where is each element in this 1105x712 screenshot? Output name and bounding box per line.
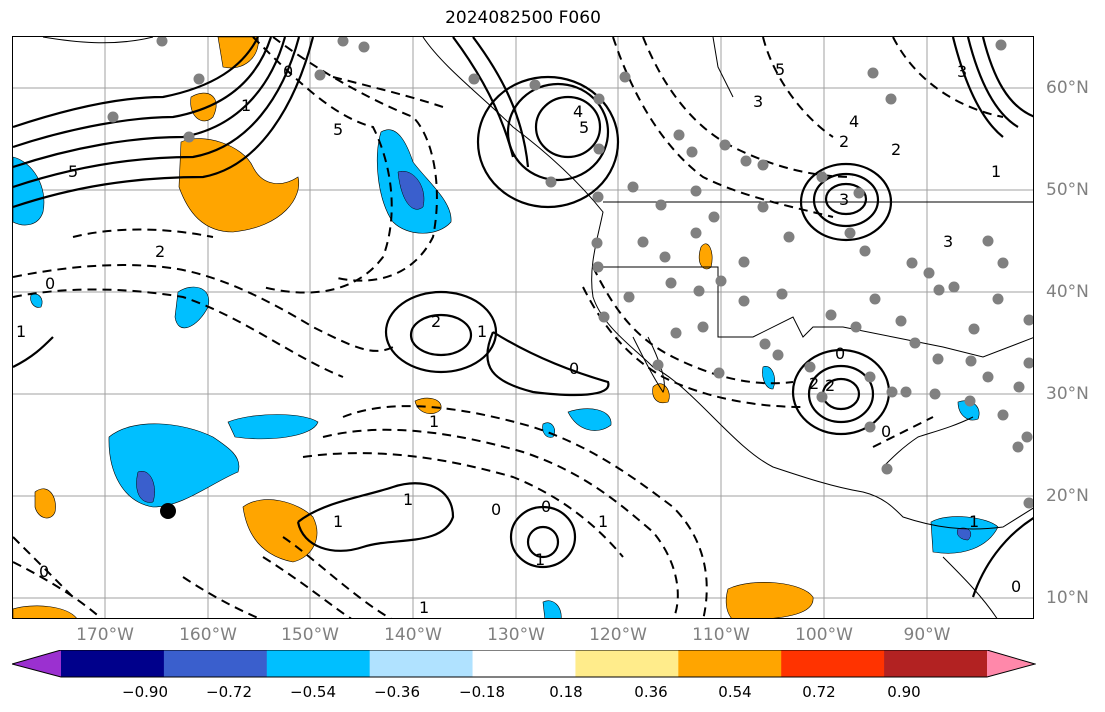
- lat-label: 20°N: [1046, 486, 1089, 506]
- contour-label: 1: [241, 96, 251, 115]
- lon-label: 90°W: [903, 625, 951, 645]
- dashed-contours: [13, 37, 1004, 618]
- contour-label: 5: [579, 118, 589, 137]
- station-dots: [107, 37, 1033, 509]
- graticule: [13, 37, 1033, 618]
- colorbar-tick: 0.54: [718, 683, 752, 701]
- colorbar-tick: 0.72: [802, 683, 836, 701]
- lon-label: 120°W: [589, 625, 647, 645]
- colorbar-segment: [163, 650, 268, 677]
- contour-label: 1: [16, 322, 26, 341]
- lon-label: 100°W: [795, 625, 853, 645]
- contour-label: 1: [969, 512, 979, 531]
- contour-label: 1: [598, 512, 608, 531]
- positive-anomaly-regions: [13, 37, 814, 618]
- contour-label: 1: [403, 490, 413, 509]
- contour-label: 3: [839, 190, 849, 209]
- contour-label: 0: [569, 359, 579, 378]
- contour-label: 4: [849, 112, 859, 131]
- strong-negative-regions: [136, 171, 972, 541]
- contour-labels: 5 0 5 2 0 1 2 1 0 1 1 0 1 0 1 1 4 5 5 4 …: [16, 60, 1021, 617]
- contour-label: 5: [775, 60, 785, 79]
- contour-label: 1: [991, 162, 1001, 181]
- colorbar-tick: −0.36: [374, 683, 420, 701]
- lon-label: 140°W: [384, 625, 442, 645]
- colorbar-extend-high: [987, 650, 1035, 677]
- lat-label: 40°N: [1046, 282, 1089, 302]
- contour-label: 4: [573, 102, 583, 121]
- marker-dot: [160, 503, 176, 519]
- colorbar-segment: [781, 650, 885, 677]
- map-title: 2024082500 F060: [445, 8, 601, 28]
- colorbar-segment: [884, 650, 988, 677]
- contour-label: 2: [825, 376, 835, 395]
- lat-label: 60°N: [1046, 78, 1089, 98]
- contour-label: 0: [45, 274, 55, 293]
- contour-label: 2: [155, 242, 165, 261]
- lat-label: 10°N: [1046, 588, 1089, 608]
- contour-label: 0: [541, 497, 551, 516]
- lon-label: 150°W: [281, 625, 339, 645]
- colorbar-segment: [678, 650, 782, 677]
- colorbar-segment: [472, 650, 576, 677]
- contour-label: 2: [839, 132, 849, 151]
- lon-label: 170°W: [76, 625, 134, 645]
- colorbar-tick: −0.72: [206, 683, 252, 701]
- contour-label: 0: [491, 500, 501, 519]
- contour-label: 2: [891, 140, 901, 159]
- colorbar-tick: 0.18: [549, 683, 583, 701]
- lat-label: 50°N: [1046, 180, 1089, 200]
- solid-contours: [13, 37, 1033, 598]
- contour-label: 3: [753, 92, 763, 111]
- colorbar-tick: −0.54: [290, 683, 336, 701]
- colorbar-extend-low: [12, 650, 61, 677]
- contour-label: 1: [419, 598, 429, 617]
- contour-label: 0: [283, 62, 293, 81]
- contour-label: 1: [333, 512, 343, 531]
- negative-anomaly-regions: [13, 129, 999, 618]
- lat-label: 30°N: [1046, 384, 1089, 404]
- colorbar-segment: [369, 650, 474, 677]
- contour-label: 2: [809, 374, 819, 393]
- colorbar-tick: 0.90: [887, 683, 921, 701]
- lon-label: 160°W: [179, 625, 237, 645]
- contour-label: 5: [333, 120, 343, 139]
- map-canvas: 5 0 5 2 0 1 2 1 0 1 1 0 1 0 1 1 4 5 5 4 …: [13, 37, 1033, 618]
- colorbar-tick: −0.18: [459, 683, 505, 701]
- coastlines: [42, 37, 1033, 618]
- contour-label: 0: [835, 344, 845, 363]
- contour-label: 2: [431, 312, 441, 331]
- contour-label: 3: [943, 232, 953, 251]
- map-panel: 5 0 5 2 0 1 2 1 0 1 1 0 1 0 1 1 4 5 5 4 …: [12, 36, 1034, 619]
- contour-label: 0: [39, 562, 49, 581]
- lon-label: 130°W: [487, 625, 545, 645]
- contour-label: 5: [68, 162, 78, 181]
- contour-label: 1: [429, 412, 439, 431]
- contour-label: 3: [957, 62, 967, 81]
- colorbar-tick: 0.36: [634, 683, 668, 701]
- colorbar-segment: [266, 650, 371, 677]
- colorbar-segment: [61, 650, 165, 677]
- contour-label: 0: [881, 422, 891, 441]
- contour-label: 1: [477, 322, 487, 341]
- colorbar: [12, 650, 1036, 678]
- lon-label: 110°W: [692, 625, 750, 645]
- colorbar-segment: [575, 650, 679, 677]
- colorbar-tick: −0.90: [122, 683, 168, 701]
- contour-label: 1: [535, 550, 545, 569]
- contour-label: 0: [1011, 577, 1021, 596]
